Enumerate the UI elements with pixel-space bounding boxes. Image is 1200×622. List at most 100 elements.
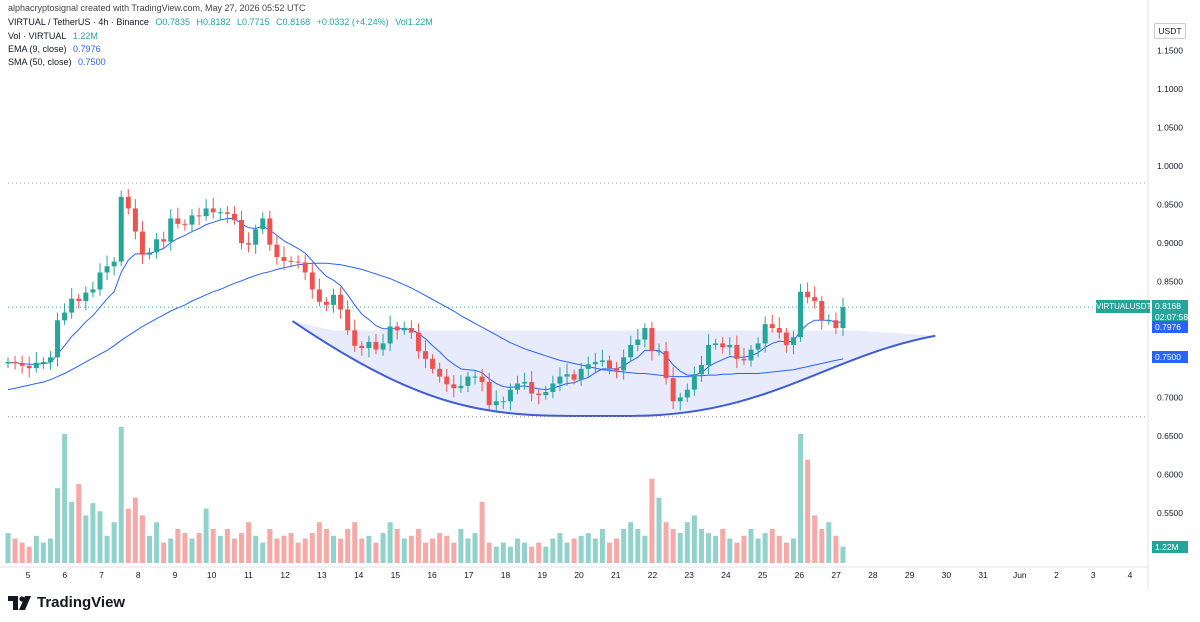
volume-bar: [147, 535, 153, 563]
candle-body: [578, 368, 584, 380]
candle-body: [628, 344, 634, 358]
legend-volume[interactable]: Vol · VIRTUAL 1.22M: [8, 31, 102, 41]
time-axis[interactable]: 5 6 7 8 9 10 11 12 13 14 15 16 17 18 19 20 21 22 23 24 25 26 2…: [0, 566, 1148, 580]
candle-body: [47, 357, 53, 362]
candle: [231, 206, 237, 225]
time-tick-label: 7: [99, 570, 104, 580]
price-tick-label: 0.6000: [1157, 470, 1183, 480]
candle-body: [826, 320, 832, 322]
candle: [366, 335, 372, 358]
candle: [274, 235, 280, 265]
volume-bar: [451, 542, 457, 563]
volume-bar: [19, 542, 25, 563]
candle: [224, 206, 230, 224]
volume-bar: [387, 522, 393, 563]
candle-body: [423, 351, 428, 359]
candle: [670, 367, 676, 409]
time-tick-label: 30: [942, 570, 952, 580]
legend-ema[interactable]: EMA (9, close) 0.7976: [8, 44, 105, 54]
candle-body: [649, 328, 655, 352]
volume-bar: [380, 533, 386, 563]
candle: [585, 356, 591, 377]
volume-bar: [76, 484, 82, 563]
candle: [246, 232, 252, 253]
candle-body: [224, 212, 230, 214]
candle-body: [62, 312, 68, 321]
volume-bar: [352, 522, 358, 563]
volume-bar: [769, 529, 775, 563]
time-tick-label: 19: [538, 570, 548, 580]
candle-body: [698, 365, 704, 375]
currency-button[interactable]: USDT: [1154, 23, 1186, 39]
candle: [118, 190, 124, 267]
candle: [812, 286, 818, 309]
time-tick-label: 27: [831, 570, 841, 580]
candle-body: [316, 289, 322, 302]
volume-bar: [486, 542, 492, 563]
candle-body: [734, 344, 740, 359]
volume-bar: [684, 522, 690, 563]
volume-bar: [323, 529, 329, 563]
volume-bar: [444, 535, 450, 563]
candle-body: [706, 344, 712, 366]
candle: [338, 287, 344, 319]
volume-bar: [161, 542, 167, 563]
candle-body: [281, 257, 287, 261]
time-tick-label: 3: [1091, 570, 1096, 580]
volume-bar: [203, 508, 209, 563]
candle-body: [246, 243, 252, 245]
candle-body: [408, 328, 414, 333]
candle: [713, 338, 719, 350]
volume-bar: [479, 501, 485, 563]
candle-body: [599, 360, 605, 362]
candle-body: [564, 374, 570, 377]
candle: [168, 209, 174, 251]
volume-bar: [472, 533, 478, 563]
volume-bar: [394, 529, 400, 563]
legend-sma[interactable]: SMA (50, close) 0.7500: [8, 57, 110, 67]
candle-body: [833, 320, 839, 328]
volume-bar: [295, 542, 301, 563]
volume-bar: [677, 533, 683, 563]
candle-body: [430, 358, 436, 369]
volume-bar: [288, 533, 294, 563]
candle: [486, 372, 492, 410]
price-tick-label: 1.0500: [1157, 122, 1183, 132]
candle-body: [543, 392, 549, 396]
candle-body: [231, 213, 237, 220]
volume-bar: [182, 533, 188, 563]
candle: [762, 316, 768, 353]
candle: [295, 255, 301, 269]
volume-bar: [840, 546, 846, 563]
volume-bar: [189, 538, 195, 563]
sma-value: 0.7500: [78, 57, 106, 67]
volume-label: Vol · VIRTUAL: [8, 31, 67, 41]
candle-body: [366, 341, 372, 349]
candle: [132, 199, 138, 240]
candle-body: [762, 324, 768, 344]
candle-body: [790, 337, 796, 345]
time-tick-label: 12: [280, 570, 290, 580]
candle: [260, 212, 266, 234]
volume-bar: [175, 529, 181, 563]
candle: [33, 351, 39, 373]
volume-bar: [741, 535, 747, 563]
candle-body: [444, 376, 450, 385]
candle-body: [189, 215, 195, 225]
candle: [635, 328, 641, 352]
candle: [833, 312, 839, 335]
candle: [755, 337, 761, 358]
last-price-tag: 0.8168: [1152, 300, 1188, 312]
price-axis[interactable]: 1.1500 1.1000 1.0500 1.0000 0.9500 0.9000 0.85…: [1147, 0, 1183, 590]
time-tick-label: 22: [648, 570, 658, 580]
candle-body: [345, 309, 351, 331]
candle-body: [670, 378, 676, 402]
legend-symbol[interactable]: VIRTUAL / TetherUS · 4h · Binance: [8, 17, 149, 27]
volume-bar: [359, 538, 365, 563]
candle: [323, 297, 329, 312]
candle: [62, 303, 68, 325]
candle-body: [359, 345, 365, 349]
tradingview-logo[interactable]: TradingView: [8, 594, 125, 611]
time-tick-label: 21: [611, 570, 621, 580]
